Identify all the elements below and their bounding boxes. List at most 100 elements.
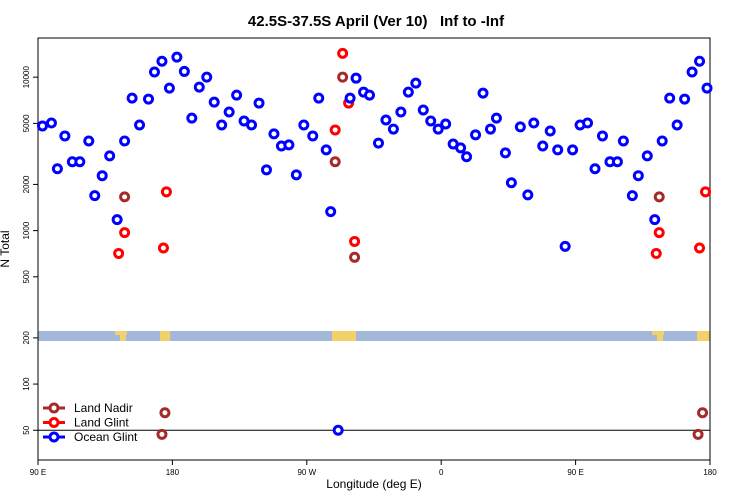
marker xyxy=(499,147,511,159)
marker xyxy=(380,114,392,126)
marker xyxy=(307,130,319,142)
strip-land xyxy=(115,331,127,335)
marker xyxy=(364,89,376,101)
marker xyxy=(111,214,123,226)
marker xyxy=(514,121,526,133)
marker xyxy=(216,119,228,131)
y-tick-label: 50 xyxy=(22,425,31,434)
y-tick-label: 500 xyxy=(22,270,31,284)
marker xyxy=(193,81,205,93)
marker xyxy=(231,89,243,101)
marker xyxy=(104,150,116,162)
marker xyxy=(83,135,95,147)
strip-land xyxy=(332,331,356,341)
marker xyxy=(59,130,71,142)
marker xyxy=(260,164,272,176)
legend-text: Land Glint xyxy=(74,416,129,430)
marker xyxy=(201,71,213,83)
surface-strip xyxy=(38,331,710,341)
marker xyxy=(656,135,668,147)
marker xyxy=(461,151,473,163)
x-tick-label: 180 xyxy=(166,468,180,477)
marker xyxy=(537,140,549,152)
marker xyxy=(253,97,265,109)
marker xyxy=(402,86,414,98)
legend-marker xyxy=(48,417,60,428)
y-tick-label: 200 xyxy=(22,331,31,345)
marker xyxy=(163,82,175,94)
marker xyxy=(208,96,220,108)
marker xyxy=(700,186,712,198)
marker xyxy=(470,129,482,141)
y-tick-label: 10000 xyxy=(22,65,31,88)
marker xyxy=(290,169,302,181)
marker xyxy=(337,47,349,59)
marker xyxy=(671,119,683,131)
marker xyxy=(96,170,108,182)
legend-marker xyxy=(48,402,60,414)
strip-land xyxy=(160,331,170,341)
marker xyxy=(349,251,361,263)
x-tick-label: 90 W xyxy=(297,468,316,477)
x-tick-label: 0 xyxy=(439,468,444,477)
marker xyxy=(134,119,146,131)
marker xyxy=(395,106,407,118)
y-tick-label: 5000 xyxy=(22,114,31,132)
marker xyxy=(126,92,138,104)
marker xyxy=(45,117,57,129)
y-tick-label: 1000 xyxy=(22,221,31,239)
legend-text: Land Nadir xyxy=(74,401,133,415)
x-tick-label: 180 xyxy=(703,468,717,477)
marker xyxy=(113,247,125,259)
marker xyxy=(171,51,183,63)
marker xyxy=(626,190,638,202)
marker xyxy=(567,144,579,156)
strip-land xyxy=(120,335,126,341)
marker xyxy=(617,135,629,147)
y-axis-label: N Total xyxy=(0,230,12,267)
marker xyxy=(417,104,429,116)
marker xyxy=(332,424,344,436)
y-tick-label: 2000 xyxy=(22,175,31,193)
marker xyxy=(653,227,665,239)
marker xyxy=(649,214,661,226)
x-tick-label: 90 E xyxy=(30,468,46,477)
marker xyxy=(582,117,594,129)
marker xyxy=(552,144,564,156)
marker xyxy=(372,137,384,149)
marker xyxy=(650,247,662,259)
marker xyxy=(325,206,337,218)
marker xyxy=(410,77,422,89)
marker xyxy=(89,190,101,202)
strip-land xyxy=(697,331,710,341)
marker xyxy=(283,139,295,151)
marker xyxy=(156,428,168,440)
marker xyxy=(455,142,467,154)
marker xyxy=(337,71,349,83)
marker xyxy=(313,92,325,104)
marker xyxy=(425,115,437,127)
marker xyxy=(697,407,709,419)
marker xyxy=(679,93,691,105)
marker xyxy=(641,150,653,162)
marker xyxy=(596,130,608,142)
marker xyxy=(505,177,517,189)
marker xyxy=(559,240,571,252)
y-tick-label: 100 xyxy=(22,377,31,391)
marker xyxy=(686,66,698,78)
marker xyxy=(387,123,399,135)
marker xyxy=(653,191,665,203)
strip-ocean xyxy=(38,331,710,341)
marker xyxy=(701,82,713,94)
marker xyxy=(143,93,155,105)
marker xyxy=(484,123,496,135)
marker xyxy=(694,242,706,254)
marker xyxy=(440,118,452,130)
marker xyxy=(632,170,644,182)
marker xyxy=(119,191,131,203)
marker xyxy=(694,55,706,67)
marker xyxy=(223,106,235,118)
marker xyxy=(349,235,361,247)
legend-marker xyxy=(48,431,60,443)
